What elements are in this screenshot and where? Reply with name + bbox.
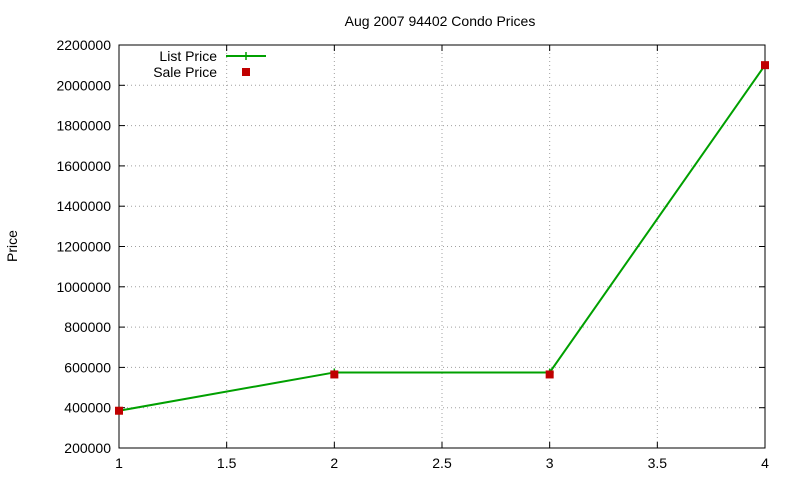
y-tick-label: 2000000 xyxy=(56,77,111,93)
axes: 2000004000006000008000001000000120000014… xyxy=(56,37,769,471)
y-tick-label: 200000 xyxy=(64,440,111,456)
legend-label-sale-price: Sale Price xyxy=(153,64,217,80)
x-tick-label: 3 xyxy=(546,455,554,471)
x-tick-label: 4 xyxy=(761,455,769,471)
y-tick-label: 2200000 xyxy=(56,37,111,53)
y-tick-label: 1000000 xyxy=(56,279,111,295)
sale-price-point xyxy=(761,61,769,70)
y-tick-label: 800000 xyxy=(64,319,111,335)
list-price-line xyxy=(118,64,766,412)
y-tick-label: 600000 xyxy=(64,359,111,375)
y-tick-label: 1200000 xyxy=(56,239,111,255)
legend-label-list-price: List Price xyxy=(159,48,217,64)
sale-price-point xyxy=(115,406,123,415)
chart-title: Aug 2007 94402 Condo Prices xyxy=(345,13,536,29)
y-tick-label: 400000 xyxy=(64,400,111,416)
legend-marker-sale-price xyxy=(242,68,250,76)
x-tick-label: 2 xyxy=(330,455,338,471)
x-tick-label: 1 xyxy=(115,455,123,471)
x-tick-label: 3.5 xyxy=(648,455,668,471)
y-axis-title: Price xyxy=(4,230,20,262)
series-marks xyxy=(115,61,769,415)
y-tick-label: 1600000 xyxy=(56,158,111,174)
y-tick-label: 1800000 xyxy=(56,118,111,134)
grid-lines xyxy=(119,45,765,448)
x-tick-label: 1.5 xyxy=(217,455,237,471)
sale-price-point xyxy=(545,370,554,379)
y-tick-label: 1400000 xyxy=(56,198,111,214)
legend-marker-list-price xyxy=(242,52,250,60)
sale-price-point xyxy=(330,370,339,379)
x-tick-label: 2.5 xyxy=(432,455,452,471)
